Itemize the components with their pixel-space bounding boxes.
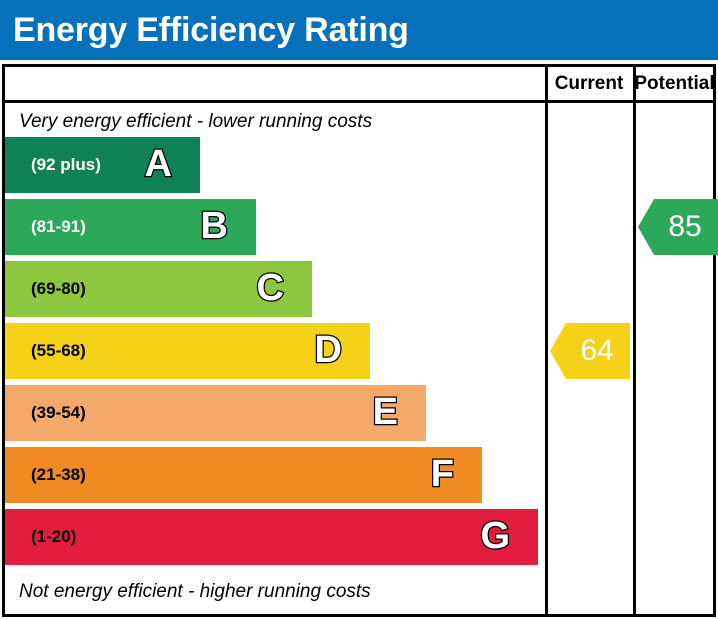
- band-row-e: (39-54) E: [5, 385, 426, 441]
- table-header-row: Current Potential: [5, 67, 715, 103]
- band-letter-f: F: [430, 452, 456, 497]
- band-letter-c: C: [255, 266, 285, 311]
- page-title: Energy Efficiency Rating: [13, 11, 409, 49]
- caption-very-efficient: Very energy efficient - lower running co…: [19, 111, 373, 132]
- band-bars-container: (92 plus) A (81-91) B (69-80) C (55-68) …: [5, 137, 542, 577]
- column-header-current: Current: [554, 73, 624, 94]
- band-letter-a: A: [143, 142, 173, 187]
- band-range-b: (81-91): [31, 217, 86, 236]
- band-range-d: (55-68): [31, 341, 86, 360]
- band-row-f: (21-38) F: [5, 447, 482, 503]
- caption-not-efficient: Not energy efficient - higher running co…: [19, 581, 371, 602]
- current-rating-arrow: 64: [550, 323, 630, 379]
- band-range-f: (21-38): [31, 465, 86, 484]
- band-letter-g: G: [479, 514, 511, 559]
- band-letter-d: D: [313, 328, 343, 373]
- band-letter-e: E: [371, 390, 399, 435]
- band-range-c: (69-80): [31, 279, 86, 298]
- column-divider-current: [545, 67, 548, 614]
- column-header-potential: Potential: [634, 73, 715, 94]
- column-divider-potential: [633, 67, 636, 614]
- band-row-c: (69-80) C: [5, 261, 312, 317]
- potential-rating-arrow: 85: [638, 199, 718, 255]
- band-range-g: (1-20): [31, 527, 77, 546]
- band-row-a: (92 plus) A: [5, 137, 200, 193]
- band-row-b: (81-91) B: [5, 199, 256, 255]
- band-row-g: (1-20) G: [5, 509, 538, 565]
- band-range-e: (39-54): [31, 403, 86, 422]
- band-range-a: (92 plus): [31, 155, 101, 174]
- band-letter-b: B: [199, 204, 229, 249]
- band-row-d: (55-68) D: [5, 323, 370, 379]
- rating-table: Current Potential Very energy efficient …: [2, 64, 718, 617]
- title-banner: Energy Efficiency Rating: [0, 0, 718, 60]
